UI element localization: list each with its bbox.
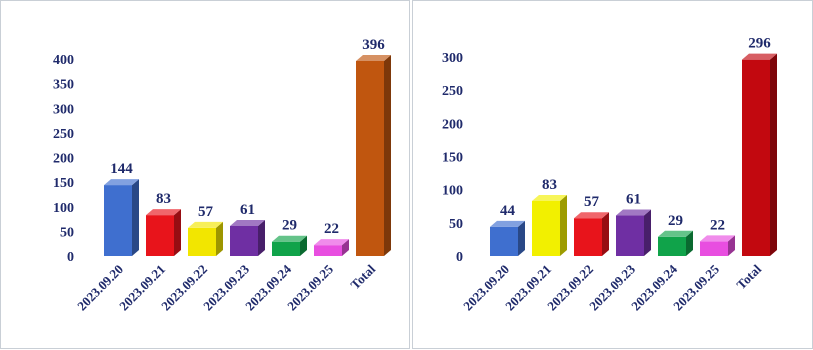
bar-top-right-3 [616, 209, 651, 216]
bar-top-right-2 [574, 212, 609, 219]
bar-front-right-1 [532, 200, 560, 256]
y-tick-label-left-6: 300 [53, 102, 74, 117]
y-tick-label-right-0: 0 [456, 250, 463, 265]
bar-top-right-4 [658, 230, 693, 237]
bar-front-left-4 [272, 241, 300, 256]
bar-front-left-1 [146, 215, 174, 256]
bar-front-right-2 [574, 218, 602, 256]
y-tick-label-left-2: 100 [53, 201, 74, 216]
bar-right-4 [658, 230, 693, 256]
bar-top-left-0 [104, 179, 139, 186]
bar-top-left-2 [188, 221, 223, 228]
y-tick-label-right-1: 50 [449, 217, 463, 232]
bar-side-right-0 [518, 220, 525, 256]
bar-side-left-3 [258, 219, 265, 256]
data-label-right-1: 83 [542, 177, 557, 193]
bar-side-right-5 [728, 235, 735, 256]
bar-left-3 [230, 219, 265, 256]
y-tick-label-left-0: 0 [67, 250, 74, 265]
bar-top-left-1 [146, 209, 181, 216]
bar-side-right-1 [560, 194, 567, 256]
y-tick-label-left-8: 400 [53, 53, 74, 68]
bar-left-2 [188, 221, 223, 256]
bar-left-4 [272, 235, 307, 256]
y-tick-label-right-6: 300 [442, 51, 463, 66]
y-tick-label-right-4: 200 [442, 117, 463, 132]
y-tick-label-left-4: 200 [53, 152, 74, 167]
bar-front-right-4 [658, 236, 686, 256]
bar-side-left-0 [132, 179, 139, 256]
chart-panel-right: 0 50 100 150 200 250 300 44 2023.09.20 83 2023.09.… [412, 0, 813, 349]
bar-front-left-3 [230, 225, 258, 256]
data-label-right-2: 57 [584, 194, 600, 210]
category-label-left-5: 2023.09.25 [284, 261, 336, 313]
bar-right-0 [490, 220, 525, 256]
bar-right-2 [574, 212, 609, 256]
data-label-right-6: 296 [748, 36, 771, 52]
bar-right-5 [700, 235, 735, 256]
bar-side-right-6 [770, 53, 777, 256]
bar-side-left-2 [216, 221, 223, 256]
bar-right-3 [616, 209, 651, 256]
data-label-left-5: 22 [324, 221, 339, 237]
data-label-left-4: 29 [282, 218, 297, 234]
data-label-left-3: 61 [240, 202, 255, 218]
bar-left-6 [356, 54, 391, 256]
bar-side-left-6 [384, 54, 391, 256]
bar-side-right-2 [602, 212, 609, 256]
bar-side-left-5 [342, 239, 349, 256]
data-label-left-6: 396 [362, 37, 385, 53]
bar-right-1 [532, 194, 567, 256]
bar-top-right-1 [532, 194, 567, 201]
data-label-left-2: 57 [198, 204, 214, 220]
data-label-right-5: 22 [710, 217, 725, 233]
data-label-right-0: 44 [500, 203, 516, 219]
bar-front-right-6 [742, 59, 770, 256]
bar-side-right-3 [644, 209, 651, 256]
bar-top-left-4 [272, 235, 307, 242]
category-label-left-6: Total [347, 261, 378, 292]
category-label-right-5: 2023.09.25 [670, 261, 722, 313]
y-tick-label-left-7: 350 [53, 78, 74, 93]
y-tick-label-left-1: 50 [60, 225, 74, 240]
y-tick-label-right-5: 250 [442, 84, 463, 99]
bar-top-right-6 [742, 53, 777, 60]
category-label-right-6: Total [733, 261, 764, 292]
bar-front-left-2 [188, 227, 216, 256]
data-label-left-0: 144 [110, 161, 133, 177]
bar-front-left-5 [314, 245, 342, 256]
bar-chart-right: 050100150200250300442023.09.20832023.09.… [442, 36, 777, 313]
bar-top-left-3 [230, 219, 265, 226]
bar-top-left-5 [314, 239, 349, 246]
bar-front-right-3 [616, 215, 644, 256]
bar-left-1 [146, 209, 181, 256]
y-tick-label-left-5: 250 [53, 127, 74, 142]
data-label-right-4: 29 [668, 213, 683, 229]
bar-front-right-0 [490, 226, 518, 256]
y-tick-label-left-3: 150 [53, 176, 74, 191]
bar-front-left-6 [356, 60, 384, 256]
y-tick-label-right-2: 100 [442, 184, 463, 199]
data-label-right-3: 61 [626, 192, 641, 208]
bar-left-5 [314, 239, 349, 256]
bar-right-6 [742, 53, 777, 256]
bar-side-left-4 [300, 235, 307, 256]
bar-top-right-5 [700, 235, 735, 242]
bar-front-right-5 [700, 241, 728, 256]
bar-chart-left: 0501001502002503003504001442023.09.20832… [53, 37, 391, 313]
chart-panel-left: 0 50 100 150 200 250 300 350 400 144 2023.09.20 83 2… [0, 0, 410, 349]
y-tick-label-right-3: 150 [442, 151, 463, 166]
bar-side-left-1 [174, 209, 181, 256]
bar-left-0 [104, 179, 139, 256]
data-label-left-1: 83 [156, 191, 171, 207]
bar-front-left-0 [104, 185, 132, 256]
bar-top-right-0 [490, 220, 525, 227]
bar-top-left-6 [356, 54, 391, 61]
bar-side-right-4 [686, 230, 693, 256]
